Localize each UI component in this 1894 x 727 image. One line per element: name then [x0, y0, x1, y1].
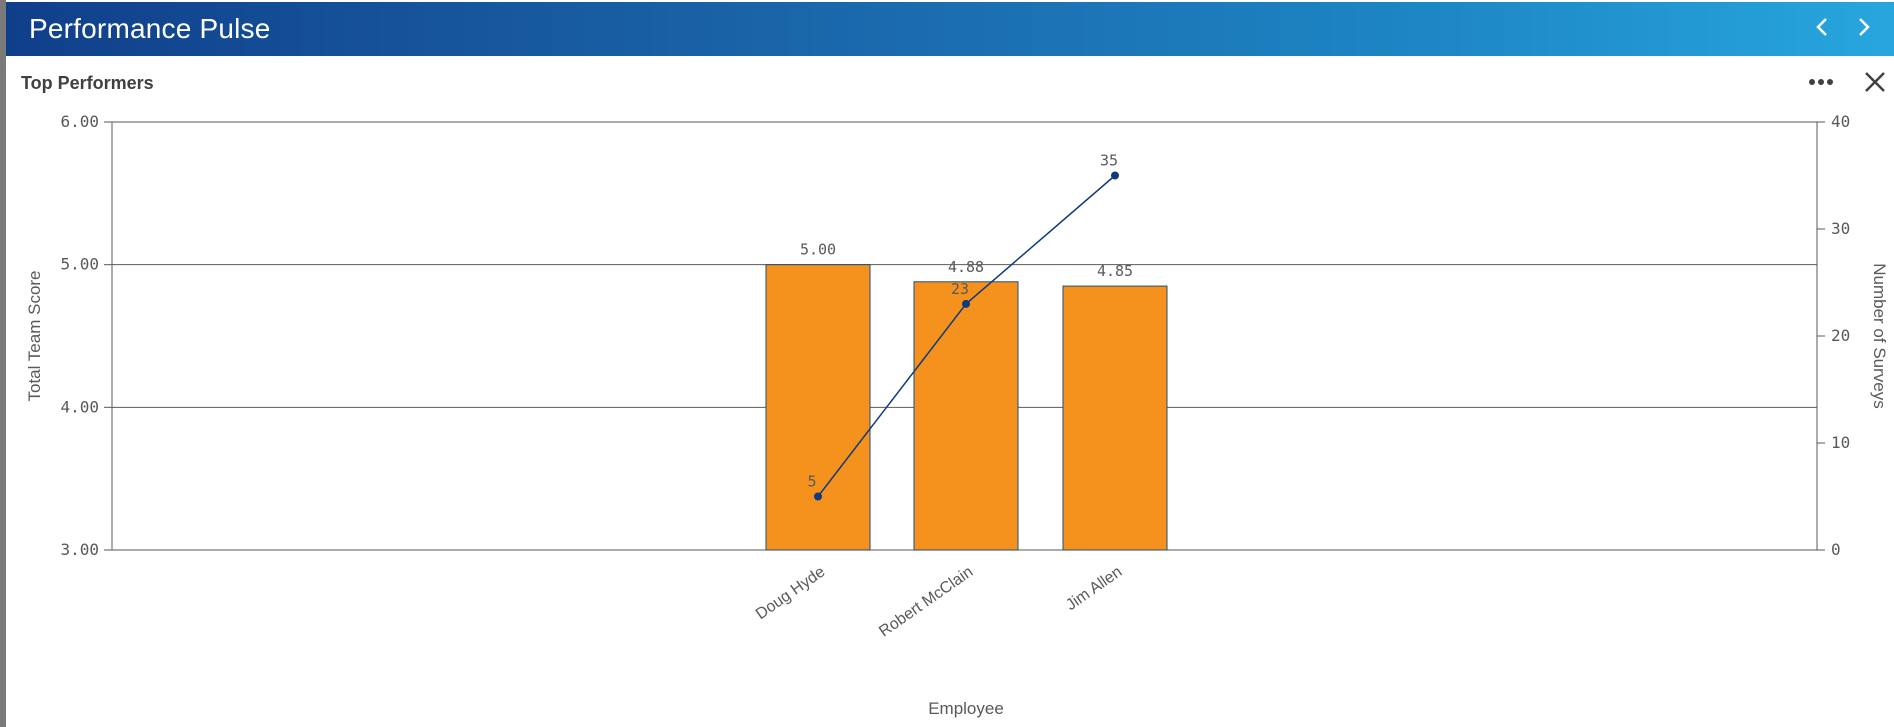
left-rail — [0, 0, 6, 727]
y2-axis-title: Number of Surveys — [1870, 263, 1889, 409]
line-value-label: 5 — [807, 473, 816, 491]
left-tick-label: 4.00 — [60, 397, 99, 416]
app-header: Performance Pulse — [6, 2, 1894, 56]
close-icon — [1865, 72, 1885, 92]
app-title: Performance Pulse — [29, 13, 271, 44]
category-label: Doug Hyde — [753, 563, 828, 623]
line-value-label: 23 — [951, 280, 969, 298]
right-tick-label: 20 — [1831, 326, 1850, 345]
bar-1 — [913, 281, 1019, 551]
data-labels: 5.00 4.88 4.85 5 23 35 — [800, 152, 1133, 491]
next-button[interactable] — [1849, 12, 1879, 42]
line-point-0 — [814, 492, 822, 501]
bar-value-label: 4.88 — [948, 258, 984, 276]
bar-value-label: 4.85 — [1097, 262, 1133, 280]
category-label: Jim Allen — [1063, 563, 1125, 614]
x-axis-title: Employee — [928, 699, 1004, 718]
more-horizontal-icon — [1809, 79, 1833, 85]
chevron-right-icon — [1859, 18, 1870, 36]
right-tick-label: 40 — [1831, 112, 1850, 131]
right-tick-label: 30 — [1831, 219, 1850, 238]
bar-2 — [1062, 285, 1168, 551]
line-point-1 — [962, 299, 970, 308]
close-button[interactable] — [1861, 68, 1889, 96]
bars — [765, 264, 1168, 551]
left-tick-label: 6.00 — [60, 112, 99, 131]
line-value-label: 35 — [1100, 152, 1118, 170]
line-point-2 — [1111, 171, 1119, 180]
more-options-button[interactable] — [1804, 70, 1838, 94]
panel-title: Top Performers — [21, 73, 154, 93]
survey-line — [814, 171, 1119, 501]
bar-value-label: 5.00 — [800, 241, 836, 259]
left-tick-label: 3.00 — [60, 540, 99, 559]
chevron-left-icon — [1816, 18, 1827, 36]
bar-0 — [765, 264, 871, 551]
right-tick-label: 0 — [1831, 540, 1841, 559]
y-axis-title: Total Team Score — [25, 270, 44, 401]
left-tick-label: 5.00 — [60, 255, 99, 274]
previous-button[interactable] — [1807, 12, 1837, 42]
right-tick-label: 10 — [1831, 433, 1850, 452]
category-label: Robert McClain — [876, 563, 976, 640]
